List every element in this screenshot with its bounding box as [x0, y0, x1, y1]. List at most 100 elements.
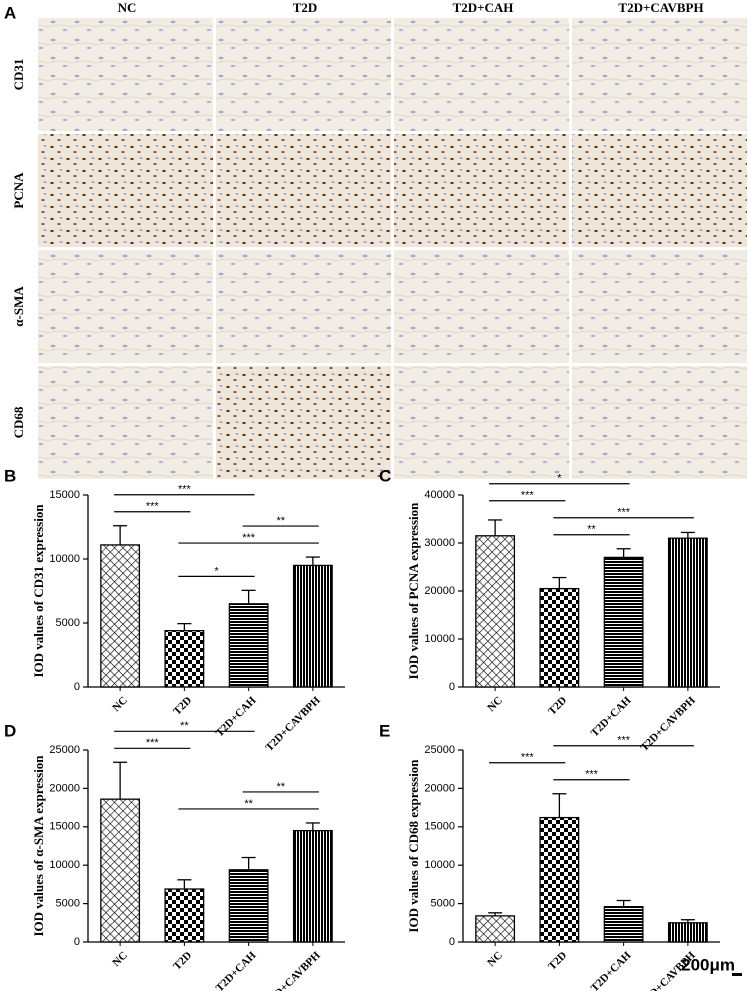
y-tick-label: 30000: [424, 537, 455, 549]
x-tick-label: NC: [485, 949, 505, 969]
micrograph: [394, 18, 569, 131]
bar: [164, 630, 205, 688]
x-tick-label: T2D+CAH: [214, 694, 259, 739]
column-label: NC: [118, 0, 137, 15]
bar: [475, 915, 516, 943]
y-tick-label: 15000: [49, 821, 80, 833]
y-tick-label: 10000: [424, 859, 455, 871]
column-label: T2D: [293, 0, 318, 15]
bar: [292, 564, 333, 688]
y-tick-label: 15000: [49, 489, 80, 501]
micrograph: [572, 18, 747, 131]
x-tick-label: NC: [110, 949, 130, 969]
bar: [475, 535, 516, 688]
significance-label: **: [180, 720, 189, 732]
panel-letter: E: [379, 721, 390, 740]
significance-label: ***: [617, 507, 631, 519]
bar: [164, 888, 205, 943]
y-tick-label: 10000: [49, 859, 80, 871]
row-label: CD68: [11, 406, 26, 438]
panel-letter: B: [4, 466, 16, 485]
y-tick-label: 15000: [424, 821, 455, 833]
y-tick-label: 20000: [49, 782, 80, 794]
significance-label: **: [587, 524, 596, 536]
y-tick-label: 20000: [424, 585, 455, 597]
y-tick-label: 0: [449, 936, 455, 948]
x-tick-label: T2D: [546, 949, 569, 972]
y-tick-label: 5000: [56, 617, 80, 629]
bar: [603, 906, 644, 943]
x-tick-label: T2D+CAVBPH: [263, 694, 323, 754]
micrograph: [216, 366, 391, 479]
significance-label: ***: [146, 737, 160, 749]
bar: [228, 603, 269, 688]
y-tick-label: 0: [74, 936, 80, 948]
significance-label: **: [244, 798, 253, 810]
y-tick-label: 25000: [424, 744, 455, 756]
column-label: T2D+CAH: [453, 0, 514, 15]
x-tick-label: NC: [485, 694, 505, 714]
x-tick-label: NC: [110, 694, 130, 714]
bar: [667, 922, 708, 943]
micrograph: [572, 134, 747, 247]
micrograph: [394, 134, 569, 247]
y-tick-label: 5000: [56, 898, 80, 910]
x-tick-label: T2D: [171, 949, 194, 972]
y-tick-label: 40000: [424, 489, 455, 501]
panel-letter: D: [4, 721, 16, 740]
scale-bar: [732, 973, 742, 976]
x-tick-label: T2D+CAVBPH: [263, 949, 323, 991]
x-tick-label: T2D+CAH: [589, 694, 634, 739]
micrograph: [216, 18, 391, 131]
micrograph: [38, 366, 213, 479]
significance-label: ***: [146, 501, 160, 513]
significance-label: *: [214, 565, 219, 577]
y-tick-label: 0: [449, 681, 455, 693]
y-axis-label: IOD values of PCNA expression: [406, 502, 421, 679]
x-tick-label: T2D: [546, 694, 569, 717]
micrograph: [216, 134, 391, 247]
significance-label: ***: [178, 484, 192, 496]
bar: [603, 556, 644, 688]
y-tick-label: 10000: [424, 633, 455, 645]
significance-label: *: [557, 473, 562, 485]
significance-label: ***: [521, 752, 535, 764]
y-tick-label: 0: [74, 681, 80, 693]
panel-letter: A: [4, 3, 16, 22]
x-tick-label: T2D: [171, 694, 194, 717]
x-tick-label: T2D+CAVBPH: [638, 694, 698, 754]
significance-label: ***: [521, 490, 535, 502]
micrograph: [394, 366, 569, 479]
y-tick-label: 5000: [431, 898, 455, 910]
x-tick-label: T2D+CAH: [589, 949, 634, 991]
micrograph: [394, 250, 569, 363]
row-label: α-SMA: [11, 286, 26, 327]
micrograph: [572, 366, 747, 479]
x-tick-label: T2D+CAH: [214, 949, 259, 991]
y-tick-label: 25000: [49, 744, 80, 756]
bar: [292, 829, 333, 943]
micrograph: [38, 18, 213, 131]
row-label: CD31: [11, 59, 26, 91]
y-axis-label: IOD values of α-SMA expression: [31, 755, 46, 937]
bar: [228, 869, 269, 943]
micrograph: [38, 250, 213, 363]
significance-label: ***: [242, 532, 256, 544]
y-tick-label: 20000: [424, 782, 455, 794]
micrograph: [216, 250, 391, 363]
micrograph: [572, 250, 747, 363]
y-tick-label: 10000: [49, 553, 80, 565]
panel-letter: C: [379, 466, 391, 485]
y-axis-label: IOD values of CD31 expression: [31, 504, 46, 678]
bar: [100, 798, 141, 943]
significance-label: ***: [617, 735, 631, 747]
scale-bar-label: 200μm: [681, 955, 735, 974]
micrograph: [38, 134, 213, 247]
y-axis-label: IOD values of CD68 expression: [406, 759, 421, 933]
column-label: T2D+CAVBPH: [618, 0, 703, 15]
significance-label: **: [276, 515, 285, 527]
bar: [539, 587, 580, 688]
bar: [667, 537, 708, 688]
row-label: PCNA: [11, 172, 26, 209]
